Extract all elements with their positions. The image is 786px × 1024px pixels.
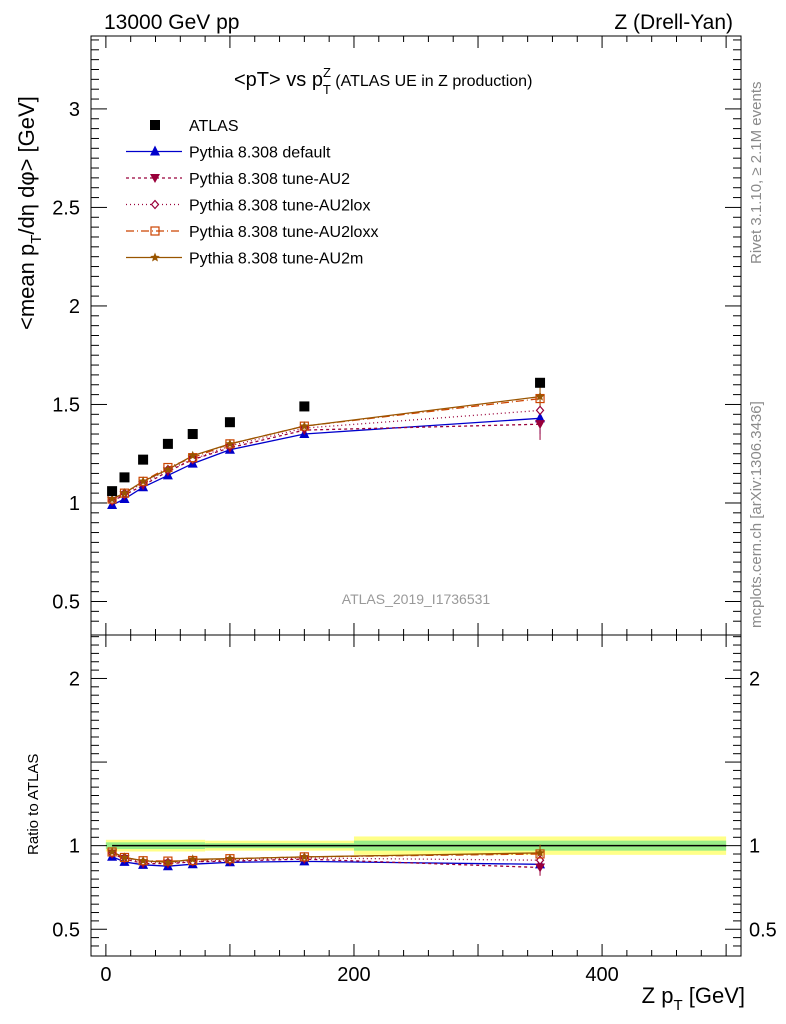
ratio-series-point bbox=[535, 847, 545, 857]
data-point bbox=[162, 438, 173, 449]
main-panel: 0.5 1 1.5 2 2.5 3 bbox=[52, 35, 742, 956]
series-point bbox=[187, 450, 198, 460]
legend-label: Pythia 8.308 default bbox=[189, 145, 331, 162]
series-point bbox=[225, 438, 235, 448]
series-line bbox=[111, 397, 541, 500]
ratio-tick-label: 0.5 bbox=[52, 919, 80, 941]
ratio-series-point bbox=[138, 855, 148, 865]
y-axis-label-part2: /dη dφ> [GeV] bbox=[14, 96, 39, 234]
ratio-series-point bbox=[187, 854, 198, 864]
plot-title-sup: Z bbox=[323, 65, 331, 80]
data-point bbox=[119, 472, 130, 483]
ratio-panel: 0 200 400 0.5 0.5 1 1 2 2 bbox=[52, 634, 777, 986]
header-left: 13000 GeV pp bbox=[104, 11, 239, 34]
legend-label: Pythia 8.308 tune-AU2m bbox=[189, 251, 363, 268]
data-point bbox=[107, 486, 118, 497]
data-point bbox=[224, 417, 235, 428]
data-point bbox=[299, 401, 310, 412]
series-point bbox=[535, 405, 545, 416]
ratio-frame bbox=[90, 634, 742, 957]
header-right: Z (Drell-Yan) bbox=[614, 11, 733, 34]
ratio-series-line bbox=[111, 852, 541, 869]
legend-marker bbox=[150, 226, 160, 236]
ratio-series-point bbox=[163, 857, 173, 867]
legend-marker bbox=[150, 199, 160, 210]
y-tick-label: 0.5 bbox=[52, 592, 80, 614]
analysis-label: ATLAS_2019_I1736531 bbox=[342, 591, 491, 607]
data-point bbox=[138, 454, 149, 465]
y-tick-label: 2.5 bbox=[52, 197, 80, 219]
ratio-series-point bbox=[535, 863, 546, 873]
mcplots-label: mcplots.cern.ch [arXiv:1306.3436] bbox=[748, 401, 765, 628]
legend: ATLAS Pythia 8.308 default Pythia 8.308 tu… bbox=[126, 118, 378, 268]
series-point bbox=[107, 494, 117, 504]
series-point bbox=[535, 420, 546, 430]
y-tick-label: 2 bbox=[69, 296, 80, 318]
plot-title-main: <pT> vs p bbox=[234, 69, 323, 91]
x-tick-label: 200 bbox=[337, 964, 370, 986]
ratio-tick-label: 2 bbox=[69, 668, 80, 690]
ratio-tick-label: 1 bbox=[69, 836, 80, 858]
ratio-series-point bbox=[299, 851, 310, 861]
x-tick-label: 0 bbox=[100, 964, 111, 986]
x-tick-label: 400 bbox=[585, 964, 618, 986]
ratio-series-point bbox=[107, 846, 117, 857]
series-point bbox=[163, 464, 173, 474]
plot-title: <pT> vs pZ T (ATLAS UE in Z production) bbox=[234, 65, 532, 97]
legend-label-atlas: ATLAS bbox=[189, 118, 239, 135]
series-line bbox=[111, 395, 541, 500]
series-point bbox=[119, 488, 130, 498]
x-axis-label-unit: [GeV] bbox=[683, 983, 745, 1008]
series-point bbox=[535, 391, 545, 401]
legend-label: Pythia 8.308 tune-AU2 bbox=[189, 171, 350, 188]
data-point bbox=[535, 377, 546, 388]
y-tick-label: 3 bbox=[69, 99, 80, 121]
y-tick-label: 1.5 bbox=[52, 394, 80, 416]
series-point bbox=[138, 476, 148, 486]
legend-marker bbox=[150, 145, 160, 156]
series-point bbox=[535, 412, 546, 423]
legend-marker-atlas bbox=[150, 120, 160, 130]
series-line bbox=[111, 417, 541, 506]
ratio-tick-label-right: 1 bbox=[749, 836, 760, 858]
legend-label: Pythia 8.308 tune-AU2lox bbox=[189, 198, 370, 215]
x-axis-label-main: Z p bbox=[642, 983, 674, 1008]
y-axis-label-sub: T bbox=[28, 235, 45, 244]
y-axis-label-part1: <mean p bbox=[14, 244, 39, 330]
ratio-axis-label: Ratio to ATLAS bbox=[25, 754, 42, 855]
series-line bbox=[111, 423, 541, 502]
x-axis-label: Z pT [GeV] bbox=[642, 983, 745, 1014]
y-axis-label: <mean pT/dη dφ> [GeV] bbox=[14, 96, 45, 330]
legend-marker bbox=[150, 174, 160, 183]
series-point bbox=[299, 421, 310, 431]
rivet-label: Rivet 3.1.10, ≥ 2.1M events bbox=[748, 82, 765, 265]
plot-title-sub: T bbox=[323, 82, 331, 97]
ratio-series-point bbox=[119, 852, 130, 862]
ratio-tick-label-right: 2 bbox=[749, 668, 760, 690]
legend-marker bbox=[150, 252, 160, 262]
data-point bbox=[187, 429, 198, 440]
ratio-tick-label-right: 0.5 bbox=[749, 919, 777, 941]
x-axis-label-sub: T bbox=[673, 997, 682, 1014]
plot-title-suffix: (ATLAS UE in Z production) bbox=[331, 73, 533, 90]
y-tick-label: 1 bbox=[69, 493, 80, 515]
legend-label: Pythia 8.308 tune-AU2loxx bbox=[189, 224, 378, 241]
ratio-series-point bbox=[225, 853, 235, 863]
